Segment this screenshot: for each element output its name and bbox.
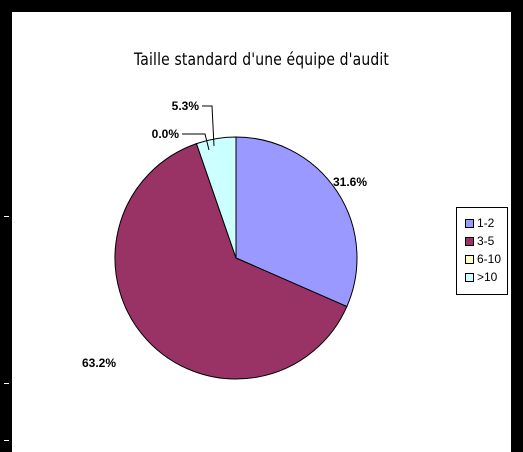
- data-label-1-2: 31.6%: [333, 175, 367, 189]
- pie-slice-1-2: [235, 136, 358, 308]
- data-label-gt10: 5.3%: [172, 99, 200, 113]
- chart-title: Taille standard d'une équipe d'audit: [133, 50, 390, 70]
- legend-item-6-10: 6-10: [465, 250, 507, 268]
- legend-item-1-2: 1-2: [465, 214, 507, 232]
- legend-swatch-3-5: [465, 236, 474, 246]
- legend: 1-2 3-5 6-10 >10: [456, 207, 508, 295]
- leader-line-6-10: [182, 133, 210, 151]
- legend-swatch-1-2: [465, 218, 474, 228]
- pie-slice-3-5: [114, 142, 348, 380]
- legend-item-gt10: >10: [465, 268, 507, 286]
- legend-swatch-gt10: [465, 272, 474, 282]
- legend-swatch-6-10: [465, 254, 474, 264]
- data-label-6-10: 0.0%: [152, 127, 180, 141]
- leader-line-gt10: [202, 105, 215, 147]
- pie-slice-gt10: [195, 136, 237, 259]
- legend-item-3-5: 3-5: [465, 232, 507, 250]
- legend-label-3-5: 3-5: [477, 234, 495, 248]
- pie-chart: 31.6% 63.2% 0.0% 5.3%: [82, 99, 367, 380]
- frame-tick-marks: [4, 0, 10, 452]
- legend-label-6-10: 6-10: [477, 252, 502, 266]
- legend-label-gt10: >10: [477, 270, 498, 284]
- legend-label-1-2: 1-2: [477, 216, 495, 230]
- data-label-3-5: 63.2%: [82, 356, 116, 370]
- chart-area: Taille standard d'une équipe d'audit 31.…: [12, 12, 511, 452]
